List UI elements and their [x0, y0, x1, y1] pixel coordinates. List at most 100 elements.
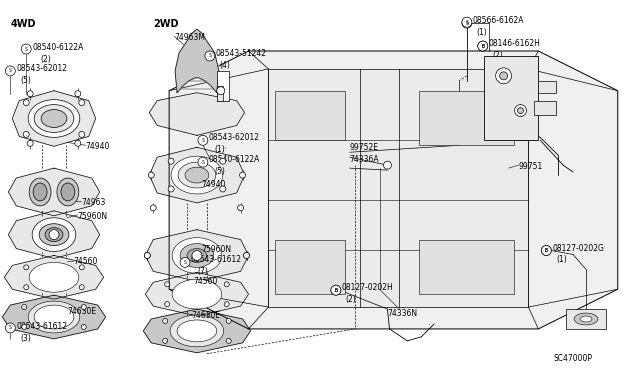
Circle shape	[163, 339, 168, 343]
Circle shape	[79, 100, 84, 106]
Text: S: S	[202, 138, 204, 143]
Circle shape	[541, 246, 551, 256]
Circle shape	[168, 158, 174, 164]
Circle shape	[23, 131, 29, 137]
Bar	[419, 240, 513, 294]
Circle shape	[515, 105, 527, 116]
Bar	[538, 81, 556, 93]
Text: S: S	[465, 21, 468, 26]
Ellipse shape	[177, 320, 217, 342]
Text: 08543-51242: 08543-51242	[216, 49, 267, 58]
Text: (2): (2)	[40, 55, 51, 64]
Circle shape	[226, 318, 231, 324]
Text: 08127-0202H: 08127-0202H	[342, 283, 394, 292]
Ellipse shape	[29, 178, 51, 206]
Text: 08540-6122A: 08540-6122A	[209, 155, 260, 164]
Text: SC47000P: SC47000P	[553, 354, 592, 363]
Circle shape	[79, 285, 84, 290]
Bar	[275, 240, 345, 294]
Circle shape	[331, 285, 341, 295]
Text: 74336A: 74336A	[350, 155, 380, 164]
Ellipse shape	[41, 110, 67, 128]
Bar	[217, 86, 223, 101]
Bar	[217, 71, 228, 101]
Ellipse shape	[45, 228, 63, 241]
Circle shape	[462, 17, 472, 27]
Circle shape	[5, 323, 15, 333]
Text: 08543-62012: 08543-62012	[209, 134, 260, 142]
Text: S: S	[25, 46, 28, 52]
Text: 74963M: 74963M	[174, 33, 205, 42]
Ellipse shape	[61, 183, 75, 201]
Text: 74630E: 74630E	[191, 311, 220, 320]
Text: B: B	[545, 248, 548, 253]
Text: B: B	[545, 248, 548, 253]
Polygon shape	[4, 256, 104, 299]
Ellipse shape	[574, 313, 598, 325]
Polygon shape	[3, 295, 106, 339]
Text: B: B	[335, 288, 337, 293]
Text: 75960N: 75960N	[78, 212, 108, 221]
Ellipse shape	[187, 248, 207, 262]
Circle shape	[168, 186, 174, 192]
Circle shape	[495, 68, 511, 84]
Circle shape	[164, 282, 170, 287]
Bar	[275, 91, 345, 140]
Polygon shape	[149, 93, 244, 135]
Text: 08146-6162H: 08146-6162H	[489, 39, 541, 48]
Text: S: S	[9, 326, 12, 330]
Text: 74630E: 74630E	[67, 307, 96, 316]
Circle shape	[217, 87, 225, 95]
Circle shape	[24, 285, 29, 290]
Circle shape	[541, 246, 551, 256]
Circle shape	[148, 172, 154, 178]
Circle shape	[28, 140, 33, 146]
Text: 74940: 74940	[201, 180, 225, 189]
Circle shape	[81, 305, 86, 310]
Circle shape	[81, 324, 86, 330]
Circle shape	[79, 131, 84, 137]
Circle shape	[150, 205, 156, 211]
Ellipse shape	[172, 279, 221, 309]
Circle shape	[49, 230, 59, 240]
Text: (2): (2)	[493, 51, 504, 60]
Bar	[484, 56, 538, 140]
Text: (5): (5)	[20, 76, 31, 85]
Text: B: B	[481, 44, 484, 49]
Ellipse shape	[170, 315, 224, 347]
Circle shape	[224, 282, 229, 287]
Text: (7): (7)	[197, 267, 208, 276]
Circle shape	[244, 253, 250, 259]
Circle shape	[500, 72, 508, 80]
Circle shape	[220, 186, 226, 192]
Ellipse shape	[29, 262, 79, 292]
Circle shape	[237, 205, 244, 211]
Polygon shape	[8, 168, 100, 216]
Circle shape	[478, 41, 488, 51]
Circle shape	[24, 265, 29, 270]
Text: (5): (5)	[215, 167, 226, 176]
Bar	[534, 101, 556, 115]
Circle shape	[5, 66, 15, 76]
Ellipse shape	[172, 238, 221, 273]
Circle shape	[205, 51, 215, 61]
Polygon shape	[8, 211, 100, 259]
Polygon shape	[268, 69, 529, 307]
Text: 99752E: 99752E	[350, 143, 379, 152]
Circle shape	[518, 108, 524, 113]
Circle shape	[192, 250, 202, 260]
Ellipse shape	[178, 162, 216, 188]
Circle shape	[383, 161, 392, 169]
Text: 2WD: 2WD	[153, 19, 179, 29]
Ellipse shape	[180, 244, 214, 267]
Ellipse shape	[171, 156, 223, 194]
Text: 08543-61612: 08543-61612	[191, 256, 242, 264]
Polygon shape	[143, 309, 250, 353]
Bar	[419, 91, 513, 145]
Circle shape	[28, 91, 33, 97]
Ellipse shape	[580, 316, 592, 322]
Circle shape	[23, 100, 29, 106]
Polygon shape	[169, 51, 618, 329]
Text: (4): (4)	[220, 61, 230, 70]
Polygon shape	[12, 91, 96, 146]
